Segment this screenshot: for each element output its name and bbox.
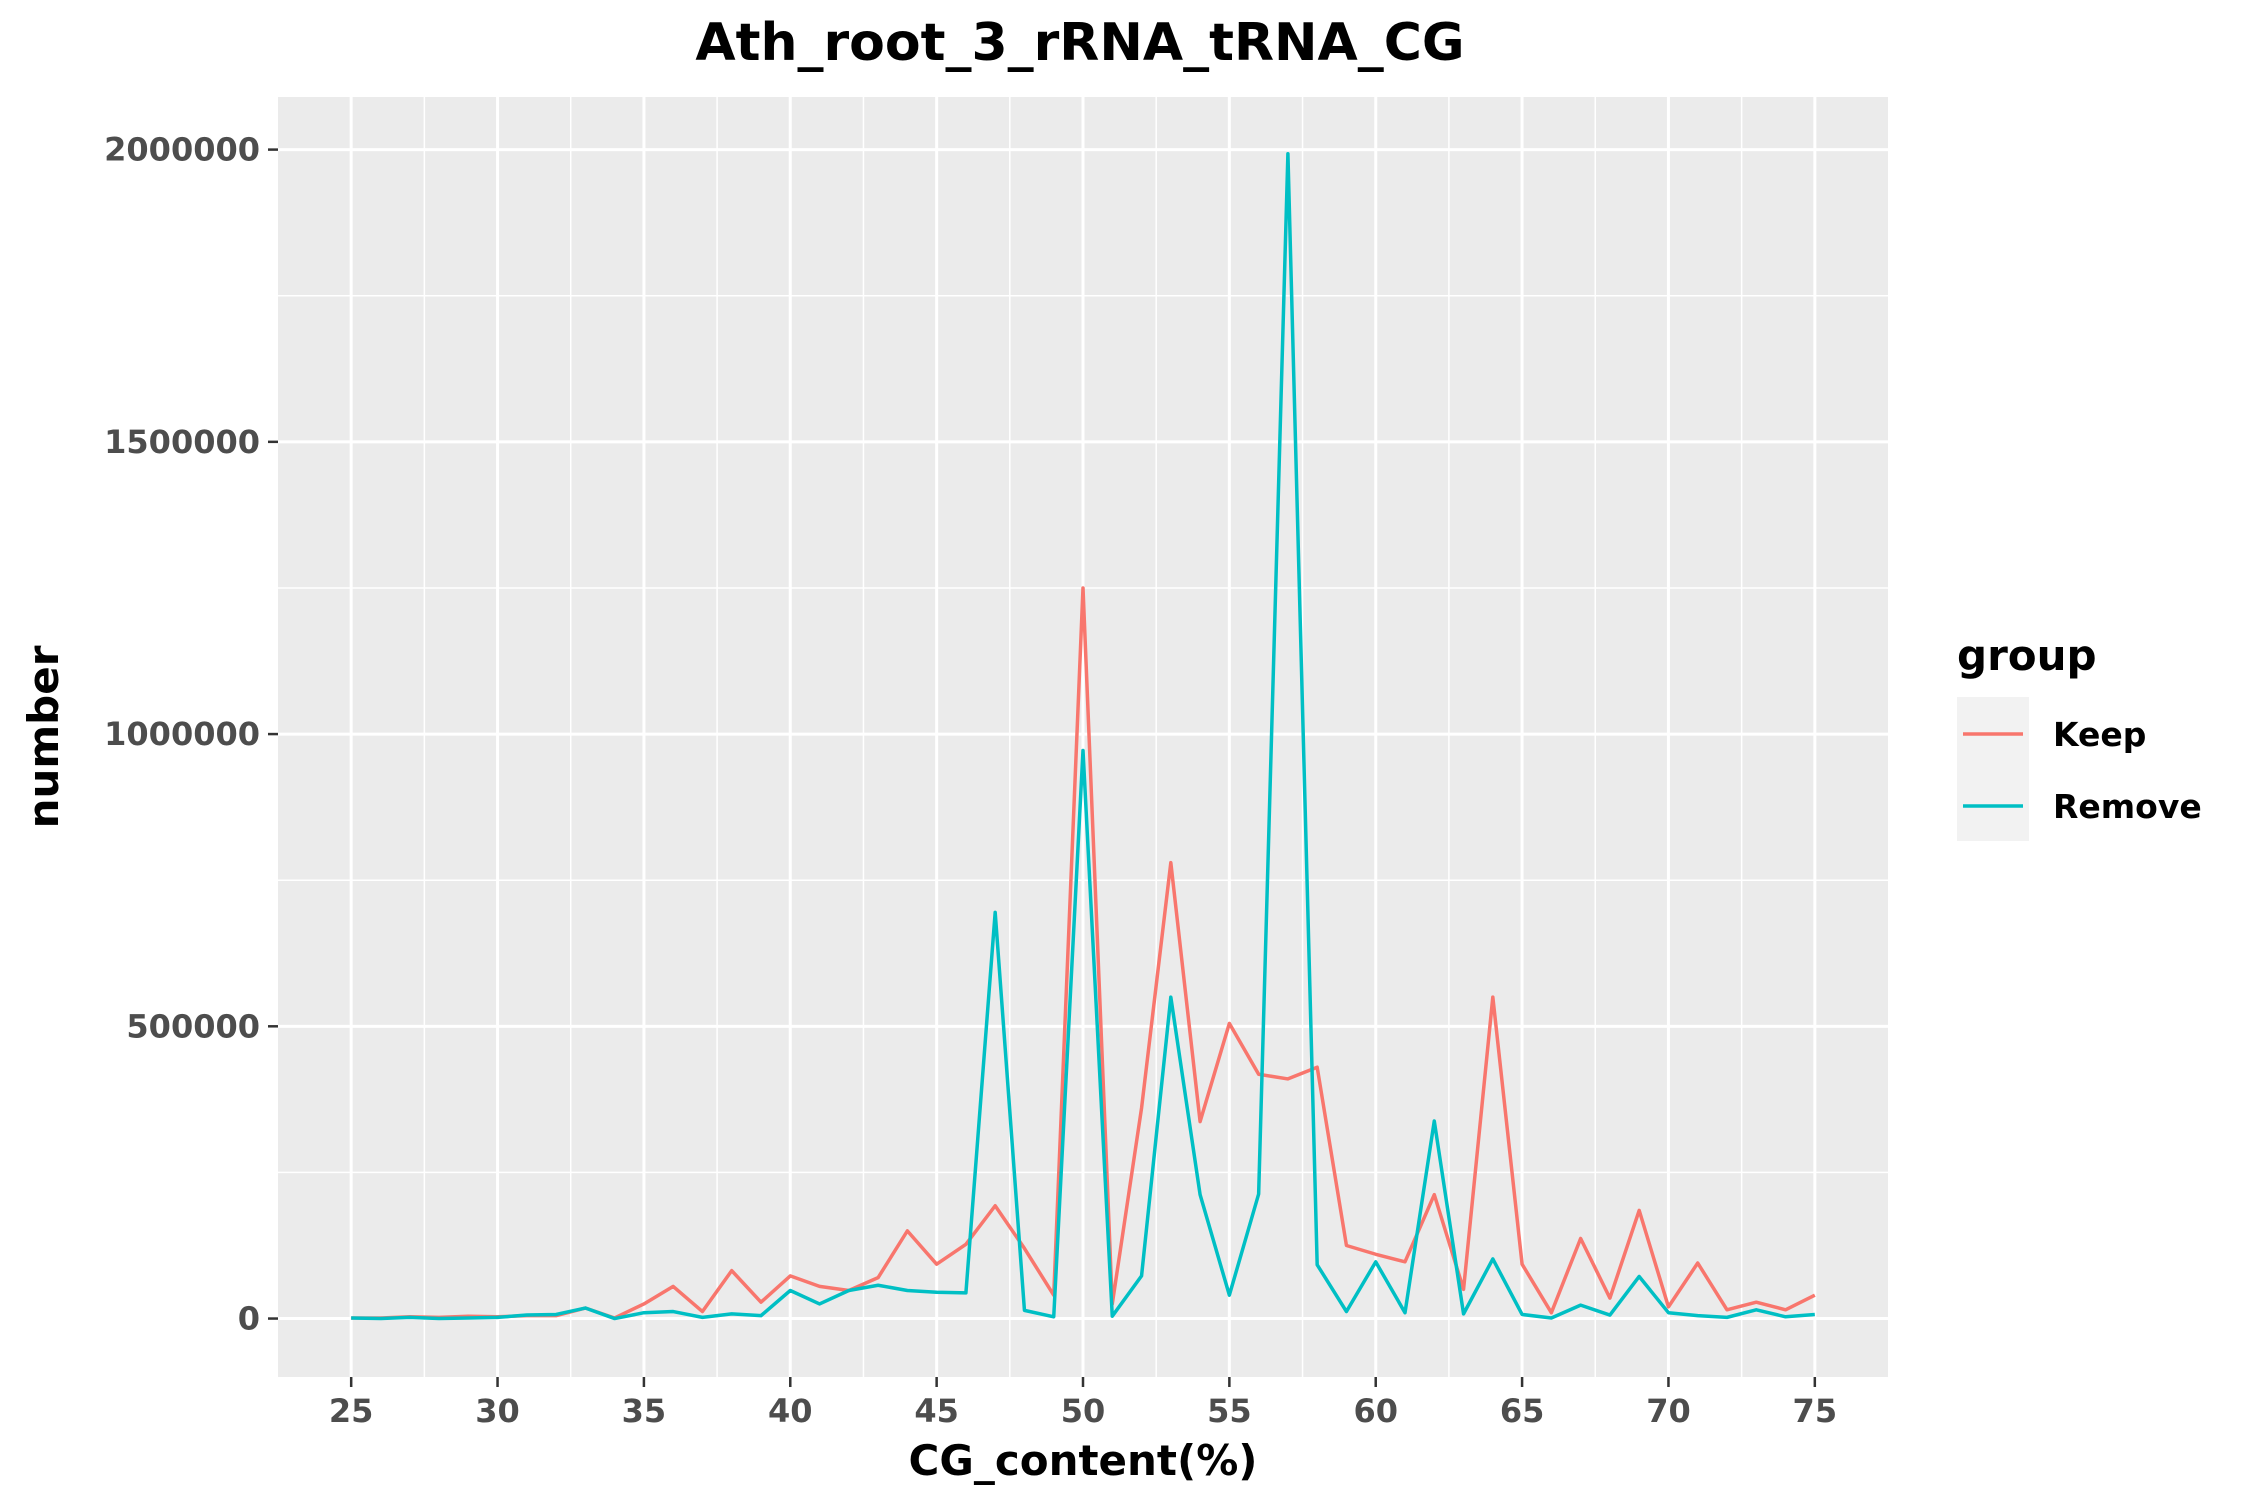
y-axis-title: number [19, 645, 68, 828]
y-axis: 0 500000 1000000 1500000 2000000 [104, 131, 278, 1338]
y-tick-label: 500000 [126, 1007, 260, 1045]
x-tick-label: 55 [1207, 1392, 1252, 1430]
series-lines [351, 151, 1816, 1321]
legend-label-keep: Keep [2053, 715, 2146, 754]
legend-key-keep [1957, 697, 2029, 841]
y-tick-label: 1000000 [104, 715, 260, 753]
x-tick-label: 65 [1500, 1392, 1545, 1430]
chart-title: Ath_root_3_rRNA_tRNA_CG [695, 13, 1464, 73]
y-tick-label: 2000000 [104, 131, 260, 169]
x-tick-label: 35 [622, 1392, 667, 1430]
legend-label-remove: Remove [2053, 787, 2202, 826]
x-axis: 25 30 35 40 45 50 55 60 65 70 75 [329, 1377, 1837, 1430]
series-line-remove [351, 151, 1815, 1321]
x-tick-label: 70 [1646, 1392, 1691, 1430]
x-tick-label: 45 [914, 1392, 959, 1430]
x-tick-label: 60 [1353, 1392, 1398, 1430]
grid-lines [278, 97, 1888, 1377]
legend-title: group [1957, 631, 2097, 680]
x-tick-label: 50 [1061, 1392, 1106, 1430]
legend: group Keep Remove [1957, 631, 2202, 841]
x-tick-label: 25 [329, 1392, 374, 1430]
x-tick-label: 40 [768, 1392, 813, 1430]
x-axis-title: CG_content(%) [909, 1436, 1258, 1485]
y-tick-label: 1500000 [104, 423, 260, 461]
x-tick-label: 75 [1793, 1392, 1838, 1430]
x-tick-label: 30 [475, 1392, 520, 1430]
y-tick-label: 0 [238, 1300, 260, 1338]
